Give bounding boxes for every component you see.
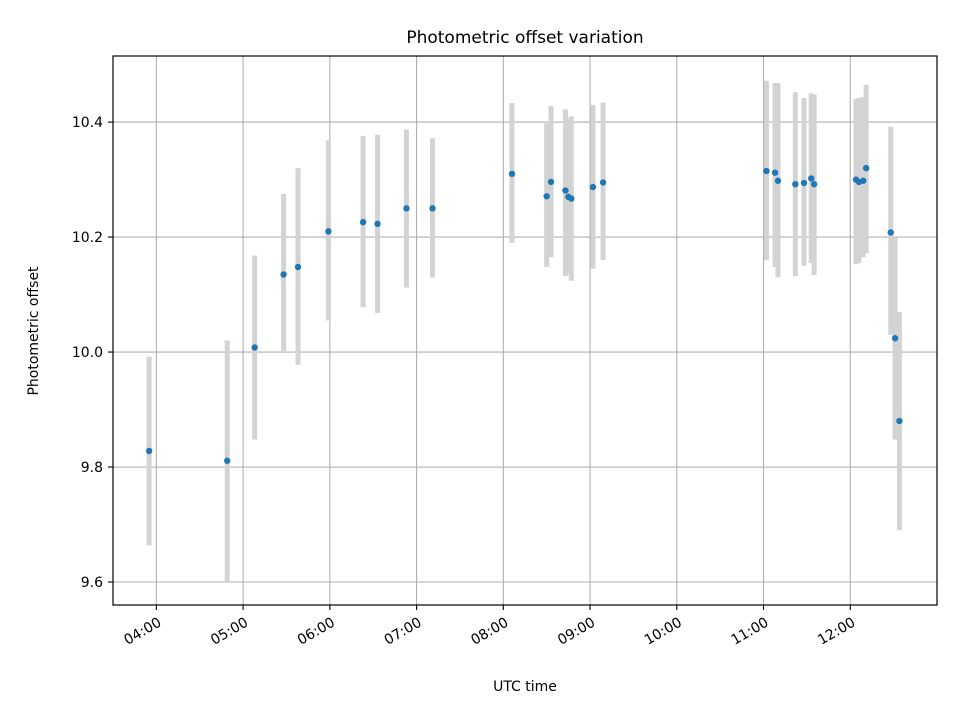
data-point: [774, 177, 782, 184]
x-tick-label: 10:00: [642, 615, 685, 649]
data-point: [599, 179, 607, 186]
x-tick-label: 09:00: [555, 615, 598, 649]
x-tick-label: 07:00: [382, 615, 425, 649]
data-point: [403, 205, 410, 212]
x-axis-ticks: 04:00 05:00 06:00 07:00 08:00 09:00 10:00 11:00…: [121, 605, 858, 649]
data-point: [547, 178, 555, 186]
data-point: [896, 417, 903, 425]
chart-title: Photometric offset variation: [406, 28, 643, 48]
data-point: [800, 179, 808, 187]
y-tick-label: 10.2: [72, 230, 103, 246]
x-tick-label: 08:00: [468, 615, 511, 649]
data-point: [325, 228, 332, 235]
data-point: [891, 335, 899, 342]
errorbars: [146, 80, 902, 583]
data-point: [251, 344, 258, 351]
x-tick-label: 12:00: [815, 615, 858, 649]
data-point: [280, 271, 287, 278]
data-point: [294, 263, 302, 271]
y-tick-label: 10.4: [72, 115, 103, 131]
y-tick-label: 9.6: [81, 575, 103, 591]
data-point: [562, 187, 569, 194]
data-point: [543, 193, 550, 200]
y-axis-label: Photometric offset: [26, 266, 42, 396]
y-axis-ticks: 9.6 9.8 10.0 10.2 10.4: [72, 115, 113, 591]
data-point: [763, 167, 770, 175]
x-tick-label: 11:00: [729, 615, 772, 649]
x-axis-label: UTC time: [493, 679, 557, 695]
data-point: [771, 169, 779, 176]
data-point: [589, 183, 597, 191]
data-point: [359, 218, 367, 226]
data-points: [145, 164, 903, 464]
grid: [113, 56, 937, 605]
y-tick-label: 9.8: [81, 460, 103, 476]
data-point: [224, 457, 231, 464]
data-point: [887, 229, 894, 236]
data-point: [860, 177, 867, 184]
x-tick-label: 04:00: [121, 615, 164, 649]
data-point: [429, 205, 436, 212]
data-point: [808, 175, 815, 182]
x-tick-label: 05:00: [208, 615, 251, 649]
x-tick-label: 06:00: [295, 615, 338, 649]
data-point: [374, 220, 381, 228]
data-point: [508, 170, 516, 178]
data-point: [810, 180, 818, 188]
data-point: [792, 180, 799, 188]
y-tick-label: 10.0: [72, 345, 103, 361]
data-point: [862, 164, 870, 172]
data-point: [145, 447, 153, 455]
plot-frame: [112, 55, 938, 606]
data-point: [568, 195, 575, 202]
